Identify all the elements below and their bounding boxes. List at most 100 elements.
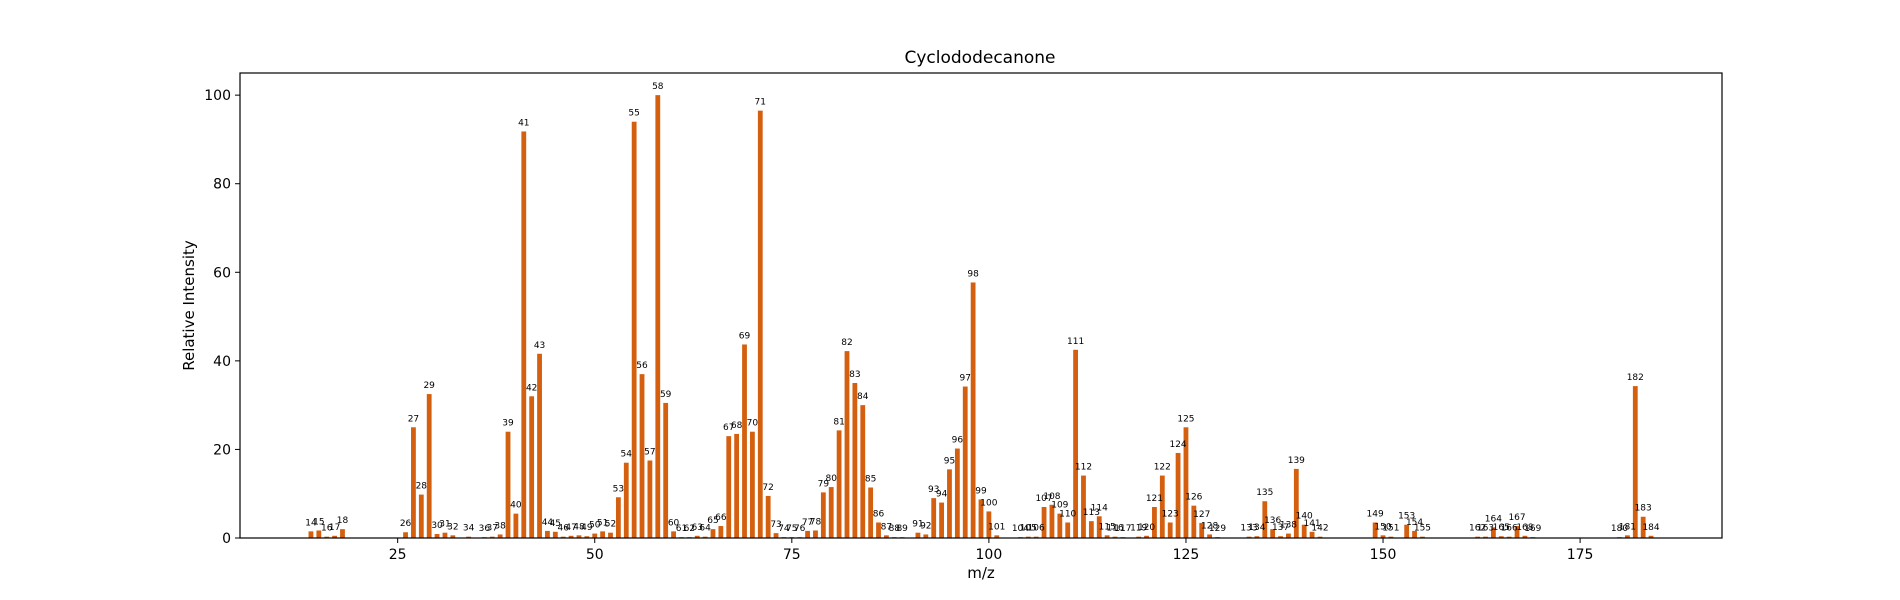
bar-value-label: 100 xyxy=(980,498,997,508)
bar-value-label: 153 xyxy=(1398,512,1415,522)
bar-value-label: 107 xyxy=(1035,494,1052,504)
spectrum-bar xyxy=(718,526,724,538)
bar-value-label: 46 xyxy=(557,524,569,534)
bar-value-label: 30 xyxy=(431,521,443,531)
spectrum-bar xyxy=(1112,536,1118,538)
spectrum-bar xyxy=(734,433,740,538)
bar-value-label: 142 xyxy=(1311,524,1328,534)
bar-value-label: 75 xyxy=(786,524,797,534)
bar-value-label: 112 xyxy=(1075,463,1092,473)
bar-value-label: 74 xyxy=(778,524,790,534)
spectrum-bar xyxy=(513,513,519,538)
bar-value-label: 137 xyxy=(1272,523,1289,533)
spectrum-bar xyxy=(537,353,542,538)
bar-value-label: 106 xyxy=(1028,524,1045,534)
bar-value-label: 55 xyxy=(628,109,639,119)
x-tick-label: 175 xyxy=(1567,547,1594,563)
spectrum-bar xyxy=(434,534,440,538)
spectrum-bar xyxy=(931,498,937,538)
x-tick-label: 25 xyxy=(389,547,407,563)
spectrum-bar xyxy=(545,530,550,538)
spectrum-bar xyxy=(1191,505,1197,538)
bar-value-label: 79 xyxy=(818,479,830,489)
bar-value-label: 101 xyxy=(988,522,1005,532)
bar-value-label: 16 xyxy=(321,524,333,534)
bar-value-label: 77 xyxy=(802,518,813,528)
spectrum-bar xyxy=(608,532,613,538)
spectrum-bar xyxy=(742,344,747,538)
bar-value-label: 115 xyxy=(1099,522,1116,532)
spectrum-bar xyxy=(844,351,850,538)
spectrum-bar xyxy=(576,535,582,538)
spectrum-bar xyxy=(1262,501,1268,538)
spectrum-bar xyxy=(442,532,448,538)
spectrum-bar xyxy=(1254,536,1260,538)
bar-value-label: 29 xyxy=(423,381,435,391)
spectrum-bar xyxy=(1293,468,1299,538)
spectrum-bar xyxy=(954,448,960,538)
bar-value-label: 123 xyxy=(1162,510,1179,520)
spectrum-bar xyxy=(1648,535,1654,538)
bar-value-label: 70 xyxy=(747,419,759,429)
spectrum-bar xyxy=(1286,533,1291,538)
spectrum-bar xyxy=(1309,531,1315,538)
bar-value-label: 59 xyxy=(660,390,672,400)
spectrum-bar xyxy=(1065,522,1071,538)
bar-value-label: 41 xyxy=(518,118,529,128)
bar-value-label: 63 xyxy=(691,523,702,533)
chart-title: Cyclododecanone xyxy=(904,48,1055,68)
bar-value-label: 83 xyxy=(849,370,860,380)
bar-value-label: 105 xyxy=(1020,524,1037,534)
plot-frame xyxy=(239,72,1723,539)
bar-value-label: 66 xyxy=(715,513,727,523)
spectrum-bar xyxy=(552,531,558,538)
spectrum-bar xyxy=(1183,427,1189,538)
spectrum-bar xyxy=(749,431,755,538)
spectrum-bar xyxy=(757,110,763,538)
spectrum-bar xyxy=(726,436,732,538)
bar-value-label: 97 xyxy=(960,374,971,384)
spectrum-bar xyxy=(1049,504,1055,538)
spectrum-bar xyxy=(403,532,408,538)
bar-value-label: 155 xyxy=(1414,524,1431,534)
bar-value-label: 95 xyxy=(944,456,955,466)
bar-value-label: 154 xyxy=(1406,518,1423,528)
spectrum-bar xyxy=(1388,536,1394,538)
spectrum-bar xyxy=(1498,536,1504,538)
bar-value-label: 32 xyxy=(447,522,458,532)
spectrum-bar xyxy=(324,536,330,538)
bar-value-label: 56 xyxy=(636,361,648,371)
bar-value-label: 48 xyxy=(573,522,585,532)
bar-value-label: 91 xyxy=(912,520,923,530)
spectrum-bar xyxy=(1246,536,1252,538)
spectrum-bar xyxy=(418,494,424,538)
bar-value-label: 39 xyxy=(502,419,514,429)
bar-value-label: 52 xyxy=(605,520,616,530)
spectrum-bar xyxy=(947,469,952,538)
spectrum-bar xyxy=(939,502,944,538)
bar-value-label: 62 xyxy=(684,524,695,534)
spectrum-bar xyxy=(332,535,337,538)
spectrum-bar xyxy=(592,533,598,538)
spectrum-bar xyxy=(773,533,779,538)
bar-value-label: 61 xyxy=(676,524,687,534)
x-tick-label: 50 xyxy=(586,547,604,563)
spectrum-bar xyxy=(923,534,929,538)
bar-value-label: 67 xyxy=(723,423,734,433)
bar-value-label: 47 xyxy=(565,523,576,533)
x-axis-label: m/z xyxy=(967,564,995,582)
spectrum-bar xyxy=(1199,522,1205,538)
spectrum-bar xyxy=(1167,522,1173,538)
bar-value-label: 64 xyxy=(699,524,711,534)
bar-value-label: 113 xyxy=(1083,508,1100,518)
spectrum-bar xyxy=(1104,535,1110,538)
spectrum-bar xyxy=(852,383,858,538)
bar-value-label: 38 xyxy=(494,521,506,531)
spectrum-bar xyxy=(915,532,921,538)
bar-value-label: 26 xyxy=(400,519,412,529)
spectrum-bar xyxy=(497,534,503,538)
bar-value-label: 93 xyxy=(928,485,939,495)
bar-value-label: 37 xyxy=(487,524,498,534)
bar-value-label: 165 xyxy=(1493,523,1510,533)
spectrum-bar xyxy=(1640,516,1646,538)
